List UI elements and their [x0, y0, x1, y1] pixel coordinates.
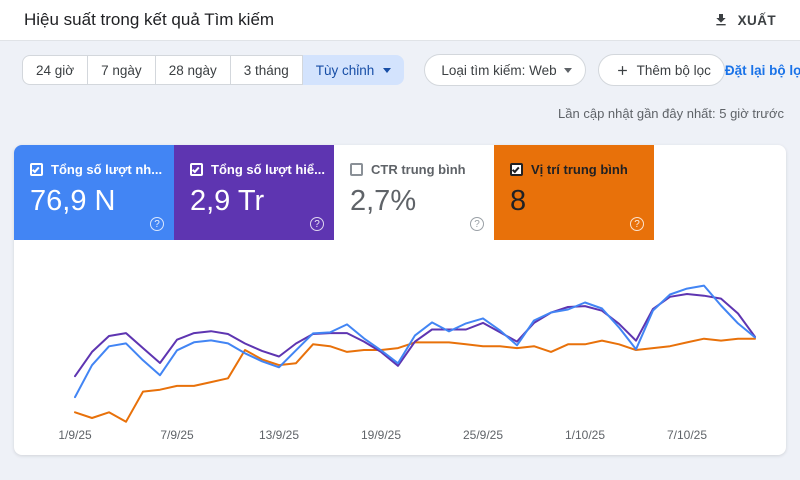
search-type-dropdown[interactable]: Loại tìm kiếm: Web	[424, 54, 586, 86]
x-axis-tick-label: 19/9/25	[360, 428, 402, 442]
add-filter-label: Thêm bộ lọc	[636, 62, 711, 78]
date-range-custom-selected[interactable]: Tùy chỉnh	[302, 55, 405, 85]
last-updated-text: Lần cập nhật gần đây nhất: 5 giờ trước	[558, 106, 784, 121]
metric-tiles: Tổng số lượt nh... 76,9 N ? Tổng số lượt…	[14, 145, 786, 240]
date-range-label: Tùy chỉnh	[315, 62, 375, 78]
performance-chart[interactable]: 1/9/25 7/9/25 13/9/25 19/9/25 25/9/25 1/10/25…	[14, 240, 786, 455]
date-range-3m[interactable]: 3 tháng	[230, 55, 303, 85]
page-header: Hiệu suất trong kết quả Tìm kiếm XUẤT	[0, 0, 800, 41]
performance-card: Tổng số lượt nh... 76,9 N ? Tổng số lượt…	[14, 145, 786, 455]
chart-line-impressions	[74, 293, 756, 378]
date-range-7d[interactable]: 7 ngày	[88, 55, 156, 85]
filter-bar: 24 giờ 7 ngày 28 ngày 3 tháng Tùy chỉnh …	[22, 54, 800, 86]
date-range-24h[interactable]: 24 giờ	[22, 55, 89, 85]
x-axis-tick-label: 7/9/25	[160, 428, 194, 442]
metric-card-position[interactable]: Vị trí trung bình 8 ?	[494, 145, 654, 240]
date-range-label: 28 ngày	[168, 62, 217, 78]
help-icon[interactable]: ?	[470, 217, 484, 231]
date-range-label: 7 ngày	[101, 62, 142, 78]
metric-value-ctr: 2,7%	[350, 185, 417, 217]
metric-checkbox-impressions[interactable]	[190, 163, 203, 176]
download-icon	[715, 14, 726, 26]
metric-checkbox-position[interactable]	[510, 163, 523, 176]
metric-label-position: Vị trí trung bình	[531, 162, 628, 177]
x-axis-tick-label: 13/9/25	[258, 428, 300, 442]
help-icon[interactable]: ?	[150, 217, 164, 231]
metric-card-impressions[interactable]: Tổng số lượt hiể... 2,9 Tr ?	[174, 145, 334, 240]
date-range-28d[interactable]: 28 ngày	[155, 55, 231, 85]
chart-line-clicks	[74, 284, 756, 399]
export-button[interactable]: XUẤT	[713, 12, 776, 28]
date-range-group: 24 giờ 7 ngày 28 ngày 3 tháng Tùy chỉnh	[22, 55, 405, 85]
metric-label-impressions: Tổng số lượt hiể...	[211, 162, 325, 177]
metric-checkbox-ctr[interactable]	[350, 163, 363, 176]
metric-card-ctr[interactable]: CTR trung bình 2,7% ?	[334, 145, 494, 240]
add-filter-button[interactable]: Thêm bộ lọc	[597, 54, 725, 86]
x-axis-tick-label: 1/10/25	[564, 428, 606, 442]
x-axis-tick-label: 1/9/25	[58, 428, 92, 442]
page-title: Hiệu suất trong kết quả Tìm kiếm	[24, 10, 275, 29]
chevron-down-icon	[383, 67, 392, 73]
performance-chart-svg	[74, 284, 756, 423]
metric-card-clicks[interactable]: Tổng số lượt nh... 76,9 N ?	[14, 145, 174, 240]
metric-label-ctr: CTR trung bình	[371, 162, 466, 177]
metric-value-clicks: 76,9 N	[30, 185, 116, 217]
metric-value-position: 8	[510, 185, 527, 217]
export-label: XUẤT	[737, 12, 776, 28]
help-icon[interactable]: ?	[310, 217, 324, 231]
metric-value-impressions: 2,9 Tr	[190, 185, 265, 217]
x-axis-tick-label: 25/9/25	[462, 428, 504, 442]
x-axis-tick-label: 7/10/25	[666, 428, 708, 442]
metric-checkbox-clicks[interactable]	[30, 163, 43, 176]
search-type-label: Loại tìm kiếm: Web	[441, 62, 557, 78]
metric-label-clicks: Tổng số lượt nh...	[51, 162, 163, 177]
reset-filters-link[interactable]: Đặt lại bộ lọc	[724, 62, 800, 78]
chevron-down-icon	[563, 67, 572, 73]
date-range-label: 3 tháng	[243, 62, 289, 78]
plus-icon	[617, 65, 627, 75]
help-icon[interactable]: ?	[630, 217, 644, 231]
date-range-label: 24 giờ	[36, 62, 75, 78]
